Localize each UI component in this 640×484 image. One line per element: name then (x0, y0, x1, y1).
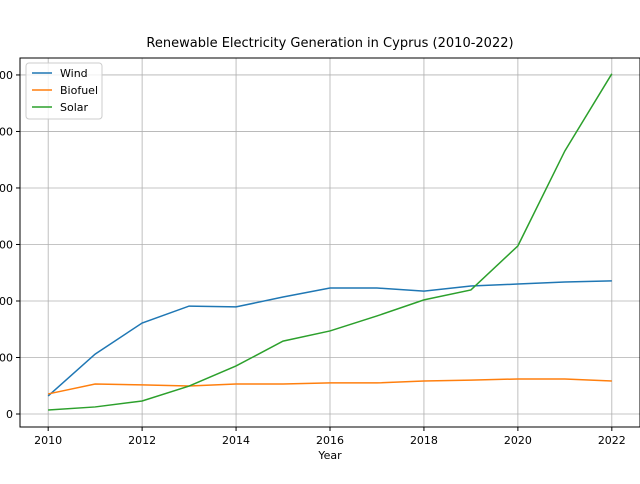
chart-title: Renewable Electricity Generation in Cypr… (146, 36, 513, 51)
y-tick-label: 0 (6, 408, 13, 421)
x-tick-label: 2022 (598, 434, 626, 447)
y-tick-label: 600 (0, 238, 13, 251)
x-tick-label: 2016 (316, 434, 344, 447)
series-line (48, 73, 613, 411)
y-tick-label: 1000 (0, 125, 13, 138)
legend-label: Biofuel (60, 84, 98, 97)
y-tick-label: 800 (0, 182, 13, 195)
x-tick-label: 2010 (34, 434, 62, 447)
y-tick-label: 200 (0, 351, 13, 364)
y-tick-label: 1200 (0, 69, 13, 82)
x-tick-label: 2014 (222, 434, 250, 447)
series-line (48, 378, 612, 395)
x-tick-label: 2012 (128, 434, 156, 447)
x-tick-label: 2020 (504, 434, 532, 447)
x-axis-label: Year (317, 449, 342, 462)
x-tick-label: 2018 (410, 434, 438, 447)
legend-label: Wind (60, 67, 88, 80)
legend-box (25, 62, 103, 120)
plot-frame (19, 57, 640, 428)
legend-label: Solar (60, 101, 89, 114)
y-tick-label: 400 (0, 295, 13, 308)
series-line (47, 280, 612, 397)
